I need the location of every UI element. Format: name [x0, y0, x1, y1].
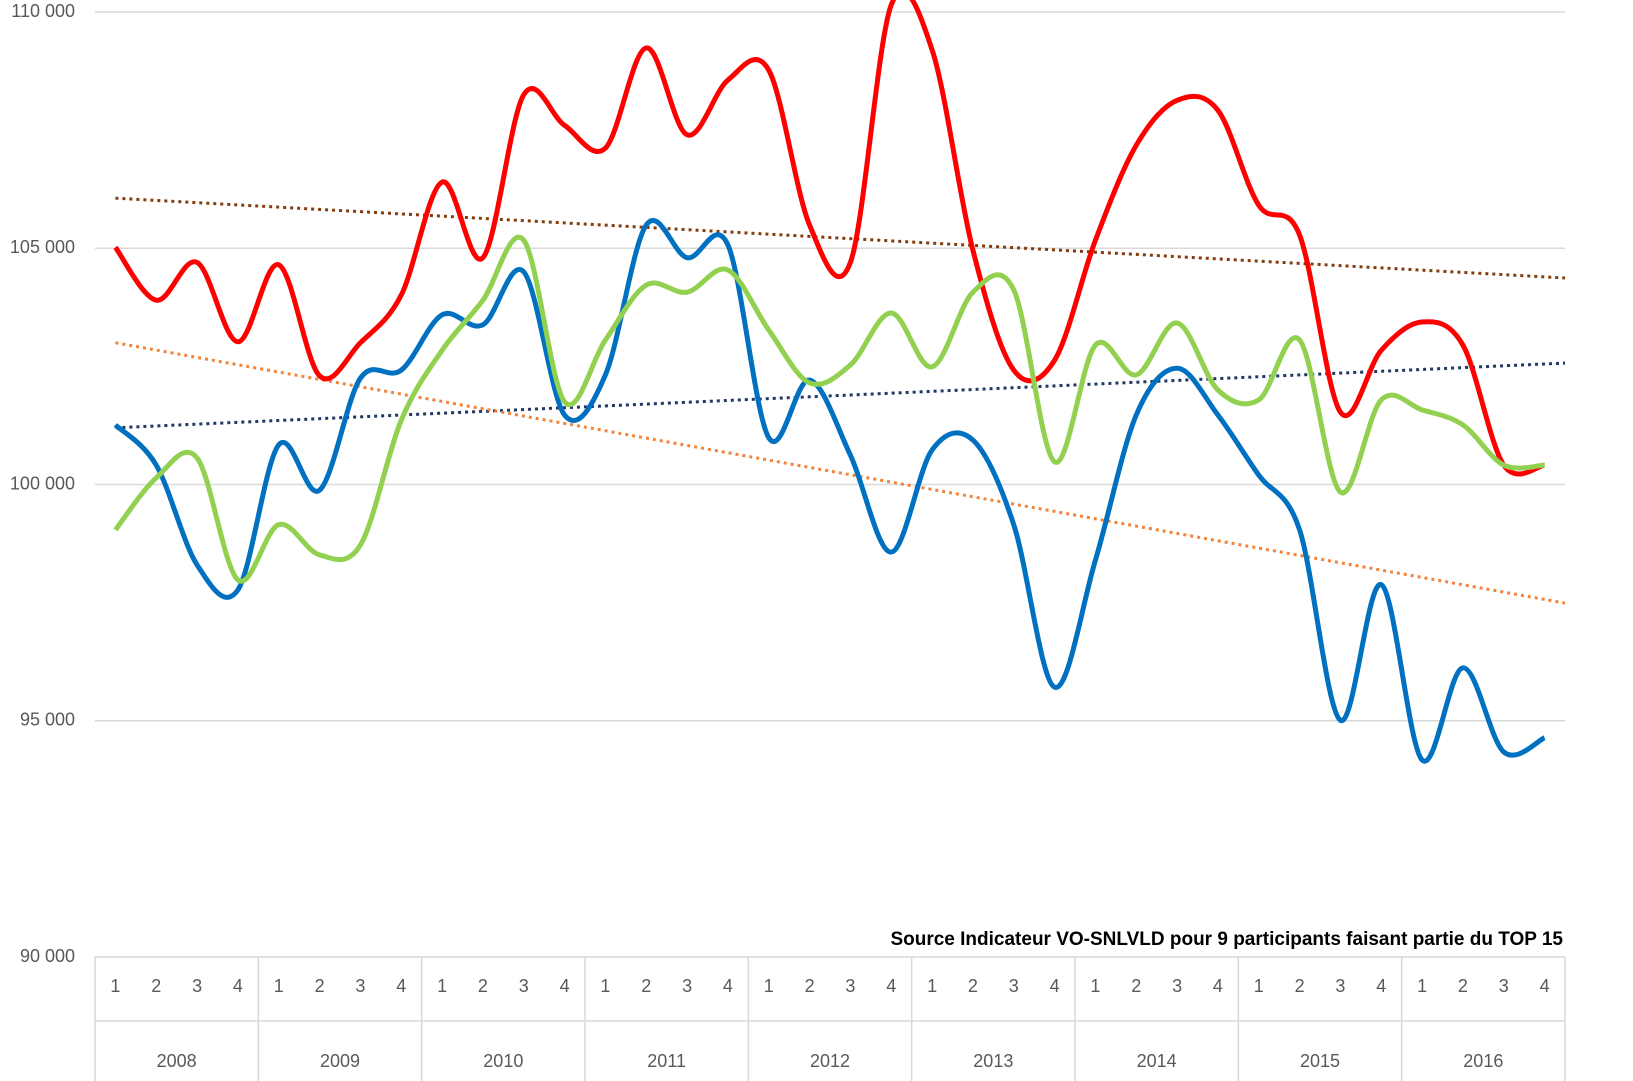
x-tick-label: 4	[1213, 976, 1223, 996]
trendline	[115, 341, 1566, 605]
x-tick-label: 1	[1417, 976, 1427, 996]
x-tick-label: 1	[1090, 976, 1100, 996]
y-tick-label: 95 000	[20, 710, 75, 730]
year-label: 2011	[647, 1051, 686, 1071]
year-label: 2013	[973, 1051, 1013, 1071]
x-tick-label: 3	[355, 976, 365, 996]
x-tick-label: 4	[233, 976, 243, 996]
x-tick-label: 1	[110, 976, 120, 996]
x-tick-label: 4	[886, 976, 896, 996]
x-tick-label: 4	[723, 976, 733, 996]
series-line	[113, 218, 1546, 764]
x-tick-label: 1	[764, 976, 774, 996]
x-tick-label: 1	[274, 976, 284, 996]
y-tick-label: 105 000	[10, 237, 75, 257]
x-tick-label: 2	[805, 976, 815, 996]
x-tick-label: 2	[641, 976, 651, 996]
x-tick-label: 2	[478, 976, 488, 996]
year-label: 2014	[1137, 1051, 1177, 1071]
x-tick-label: 2	[968, 976, 978, 996]
x-tick-label: 2	[1458, 976, 1468, 996]
x-tick-label: 2	[1295, 976, 1305, 996]
year-label: 2008	[157, 1051, 197, 1071]
x-tick-label: 3	[192, 976, 202, 996]
y-tick-label: 90 000	[20, 946, 75, 966]
y-tick-label: 110 000	[11, 1, 75, 21]
x-tick-label: 3	[682, 976, 692, 996]
year-label: 2012	[810, 1051, 850, 1071]
x-tick-label: 3	[1499, 976, 1509, 996]
series-line	[113, 0, 1546, 477]
x-tick-label: 1	[1254, 976, 1264, 996]
x-tick-label: 3	[1009, 976, 1019, 996]
x-tick-label: 1	[927, 976, 937, 996]
x-tick-label: 4	[560, 976, 570, 996]
year-label: 2010	[483, 1051, 523, 1071]
y-tick-label: 100 000	[10, 473, 75, 493]
x-tick-label: 2	[1131, 976, 1141, 996]
year-label: 2016	[1463, 1051, 1503, 1071]
x-tick-label: 4	[1050, 976, 1060, 996]
x-tick-label: 3	[1335, 976, 1345, 996]
annotation: Source Indicateur VO-SNLVLD pour 9 parti…	[890, 929, 1563, 950]
series-line	[113, 234, 1545, 584]
x-tick-label: 3	[1172, 976, 1182, 996]
x-tick-label: 1	[600, 976, 610, 996]
x-tick-label: 4	[1376, 976, 1386, 996]
x-tick-label: 3	[845, 976, 855, 996]
x-tick-label: 2	[315, 976, 325, 996]
x-tick-label: 1	[437, 976, 447, 996]
x-tick-label: 2	[151, 976, 161, 996]
year-label: 2009	[320, 1051, 360, 1071]
x-tick-label: 4	[396, 976, 406, 996]
trendline	[115, 196, 1566, 280]
x-tick-label: 4	[1540, 976, 1550, 996]
x-tick-label: 3	[519, 976, 529, 996]
year-label: 2015	[1300, 1051, 1340, 1071]
